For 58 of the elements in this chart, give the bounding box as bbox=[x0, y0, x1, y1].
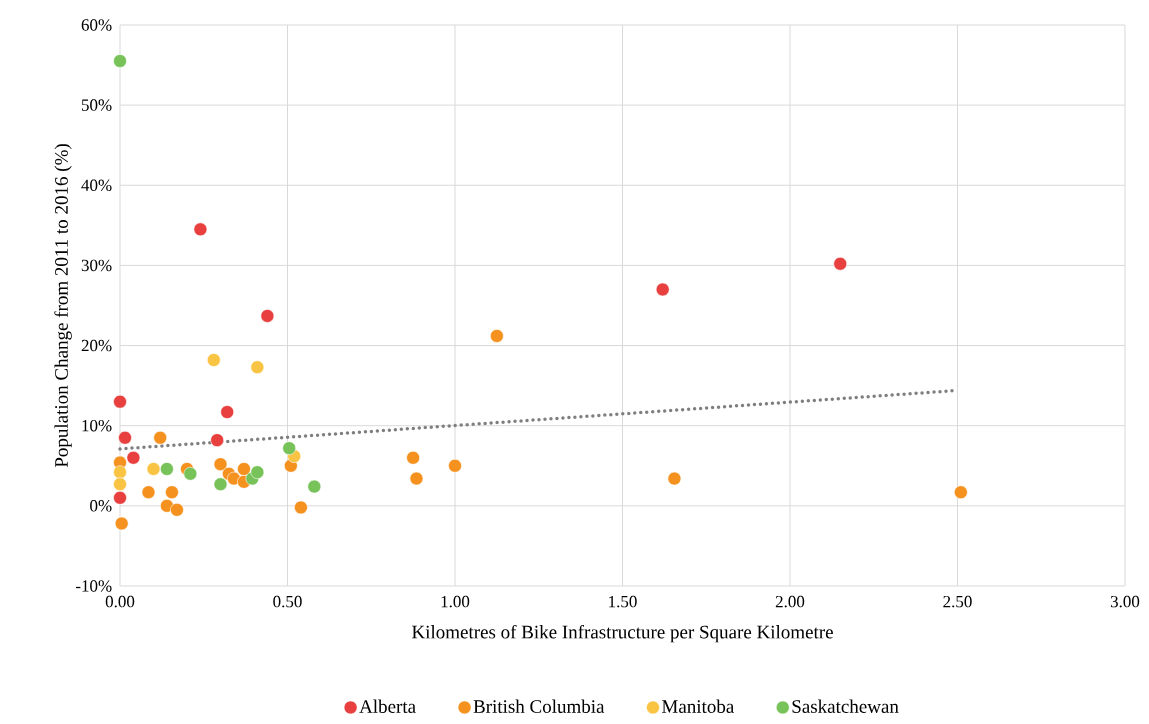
point bbox=[237, 462, 251, 476]
point bbox=[213, 457, 228, 471]
y-tick-label: 20% bbox=[81, 339, 112, 352]
point bbox=[113, 394, 127, 409]
x-tick-label: 1.50 bbox=[609, 595, 637, 608]
point bbox=[113, 465, 127, 479]
legend-label: Manitoba bbox=[662, 699, 735, 713]
point bbox=[118, 430, 132, 445]
y-tick-label: -10% bbox=[75, 580, 112, 592]
legend-label: Saskatchewan bbox=[792, 699, 899, 713]
point bbox=[294, 500, 308, 515]
point bbox=[406, 450, 420, 465]
legend-label: Alberta bbox=[359, 699, 416, 713]
point bbox=[153, 430, 168, 445]
point bbox=[260, 309, 275, 323]
point bbox=[954, 485, 968, 500]
y-tick-label: 10% bbox=[82, 419, 112, 432]
point bbox=[307, 479, 322, 494]
point bbox=[113, 477, 127, 491]
point bbox=[141, 485, 156, 500]
point bbox=[282, 441, 296, 455]
x-tick-label: 1.00 bbox=[441, 595, 470, 608]
x-tick-label: 2.00 bbox=[775, 595, 805, 608]
point bbox=[220, 405, 234, 419]
y-tick-label: 50% bbox=[81, 99, 112, 111]
y-tick-label: 60% bbox=[81, 19, 112, 31]
x-tick-label: 0.50 bbox=[273, 595, 302, 608]
x-tick-label: 2.50 bbox=[943, 595, 972, 608]
point bbox=[655, 282, 670, 297]
point bbox=[113, 491, 127, 505]
x-tick-label: 0.00 bbox=[105, 595, 135, 608]
point bbox=[409, 471, 424, 486]
x-tick-label: 3.00 bbox=[1110, 595, 1140, 608]
x-axis-title: Kilometres of Bike Infrastructure per Square Kilometre bbox=[412, 624, 833, 643]
point bbox=[170, 503, 184, 517]
y-tick-label: 0% bbox=[90, 500, 112, 512]
point bbox=[250, 360, 265, 374]
point bbox=[146, 462, 161, 476]
point bbox=[448, 458, 462, 473]
point bbox=[126, 450, 141, 465]
point bbox=[490, 329, 504, 343]
point bbox=[113, 54, 127, 68]
point bbox=[833, 257, 848, 271]
legend-label: British Columbia bbox=[473, 699, 605, 713]
point bbox=[667, 471, 682, 486]
point bbox=[193, 222, 208, 237]
y-axis-title: Population Change from 2011 to 2016 (%) bbox=[54, 144, 72, 468]
point bbox=[210, 433, 224, 447]
point bbox=[165, 485, 179, 500]
point bbox=[213, 477, 228, 491]
point bbox=[160, 499, 174, 513]
y-tick-label: 30% bbox=[81, 259, 112, 272]
point bbox=[160, 462, 174, 476]
point bbox=[207, 353, 221, 367]
point bbox=[250, 465, 265, 479]
point bbox=[114, 516, 129, 531]
y-tick-label: 40% bbox=[81, 179, 112, 192]
point bbox=[183, 466, 198, 481]
